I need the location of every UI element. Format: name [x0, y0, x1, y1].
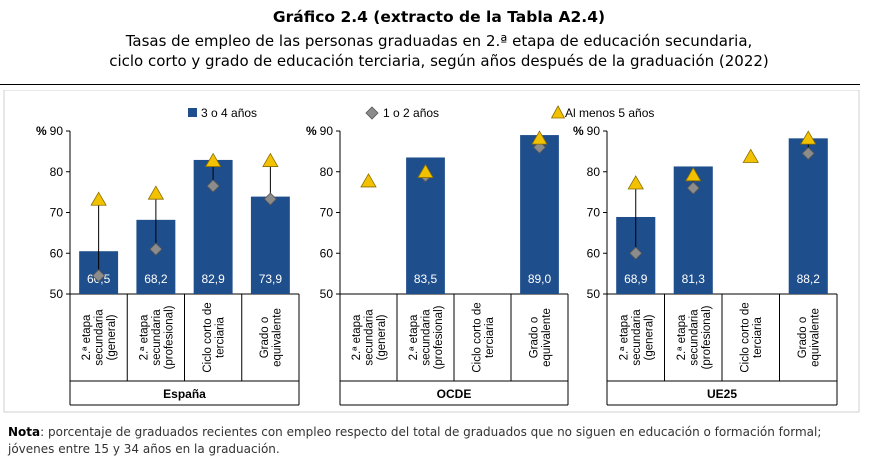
chart-title: Gráfico 2.4 (extracto de la Tabla A2.4)	[272, 8, 606, 26]
bar-value-label-OCDE-3: 89,0	[528, 272, 552, 286]
legend-triangle-swatch	[550, 105, 566, 119]
y-tick-label: 90	[587, 124, 601, 138]
diamond-marker-España-0	[92, 269, 106, 283]
bar-value-label-España-3: 73,9	[259, 272, 283, 286]
y-tick-label: 60	[320, 246, 334, 260]
category-label: Ciclo corto deterciaria	[740, 302, 765, 372]
category-label: 2.ª etapasecundaria(general)	[81, 309, 118, 366]
triangle-marker-OCDE-3	[531, 130, 548, 145]
category-label: Grado oequivalente	[528, 308, 553, 367]
y-unit-label: %	[573, 124, 584, 138]
category-label: 2.ª etapasecundaria(profesional)	[138, 305, 175, 369]
group-label-España: España	[163, 387, 206, 401]
y-tick-label: 60	[587, 246, 601, 260]
category-label: 2.ª etapasecundaria(general)	[618, 309, 655, 366]
y-unit-label: %	[36, 124, 47, 138]
legend-triangle-label: Al menos 5 años	[565, 106, 654, 120]
group-label-UE25: UE25	[707, 387, 737, 401]
triangle-marker-OCDE-0	[360, 173, 377, 188]
chart-subtitle-line2: ciclo corto y grado de educación terciar…	[109, 52, 769, 70]
diamond-marker-España-3	[263, 192, 277, 206]
y-unit-label: %	[306, 124, 317, 138]
bar-UE25-3	[788, 138, 828, 294]
category-label: Grado oequivalente	[259, 308, 284, 367]
diamond-marker-UE25-1	[686, 181, 700, 195]
group-label-OCDE: OCDE	[437, 387, 472, 401]
category-label: Ciclo corto deterciaria	[471, 302, 496, 372]
bar-value-label-OCDE-1: 83,5	[414, 272, 438, 286]
title-divider	[0, 84, 860, 85]
footnote-label: Nota	[8, 425, 41, 439]
bar-value-label-UE25-1: 81,3	[682, 272, 706, 286]
triangle-marker-UE25-2	[742, 148, 759, 163]
triangle-marker-UE25-3	[800, 130, 817, 145]
y-tick-label: 50	[320, 287, 334, 301]
bar-España-3	[250, 196, 290, 294]
chart-subtitle-line1: Tasas de empleo de las personas graduada…	[125, 32, 753, 50]
category-label: 2.ª etapasecundaria(profesional)	[408, 305, 445, 369]
category-label: 2.ª etapasecundaria(general)	[351, 309, 388, 366]
triangle-marker-España-2	[204, 152, 222, 167]
category-label: Grado oequivalente	[797, 308, 822, 367]
legend-bar-label: 3 o 4 años	[201, 106, 257, 120]
bar-OCDE-3	[520, 135, 559, 294]
triangle-marker-España-1	[147, 185, 165, 200]
y-tick-label: 50	[50, 287, 64, 301]
diamond-marker-España-2	[206, 179, 220, 193]
triangle-marker-OCDE-1	[417, 163, 434, 178]
y-tick-label: 90	[320, 124, 334, 138]
triangle-marker-España-3	[262, 152, 279, 167]
bar-value-label-España-2: 82,9	[201, 272, 225, 286]
category-label: Ciclo corto deterciaria	[202, 302, 227, 372]
legend-bar-swatch	[188, 108, 197, 117]
triangle-marker-España-0	[90, 191, 107, 206]
y-tick-label: 80	[50, 165, 64, 179]
y-tick-label: 70	[587, 206, 601, 220]
bar-value-label-UE25-3: 88,2	[797, 272, 821, 286]
footnote-text: : porcentaje de graduados recientes con …	[8, 425, 822, 456]
triangle-marker-UE25-1	[685, 167, 702, 182]
y-tick-label: 70	[320, 206, 334, 220]
bar-value-label-España-1: 68,2	[144, 272, 168, 286]
triangle-marker-UE25-0	[627, 175, 644, 190]
diamond-marker-España-1	[149, 242, 163, 256]
bar-value-label-UE25-0: 68,9	[624, 272, 648, 286]
y-tick-label: 70	[50, 206, 64, 220]
diamond-marker-UE25-0	[629, 246, 643, 260]
y-tick-label: 50	[587, 287, 601, 301]
y-tick-label: 80	[320, 165, 334, 179]
y-tick-label: 80	[587, 165, 601, 179]
footnote: Nota: porcentaje de graduados recientes …	[8, 424, 870, 458]
y-tick-label: 60	[50, 246, 64, 260]
legend-diamond-swatch	[365, 106, 379, 120]
chart-frame	[3, 90, 860, 413]
legend-diamond-label: 1 o 2 años	[383, 106, 439, 120]
y-tick-label: 90	[50, 124, 64, 138]
diamond-marker-UE25-3	[801, 146, 815, 160]
category-label: 2.ª etapasecundaria(profesional)	[676, 305, 713, 369]
